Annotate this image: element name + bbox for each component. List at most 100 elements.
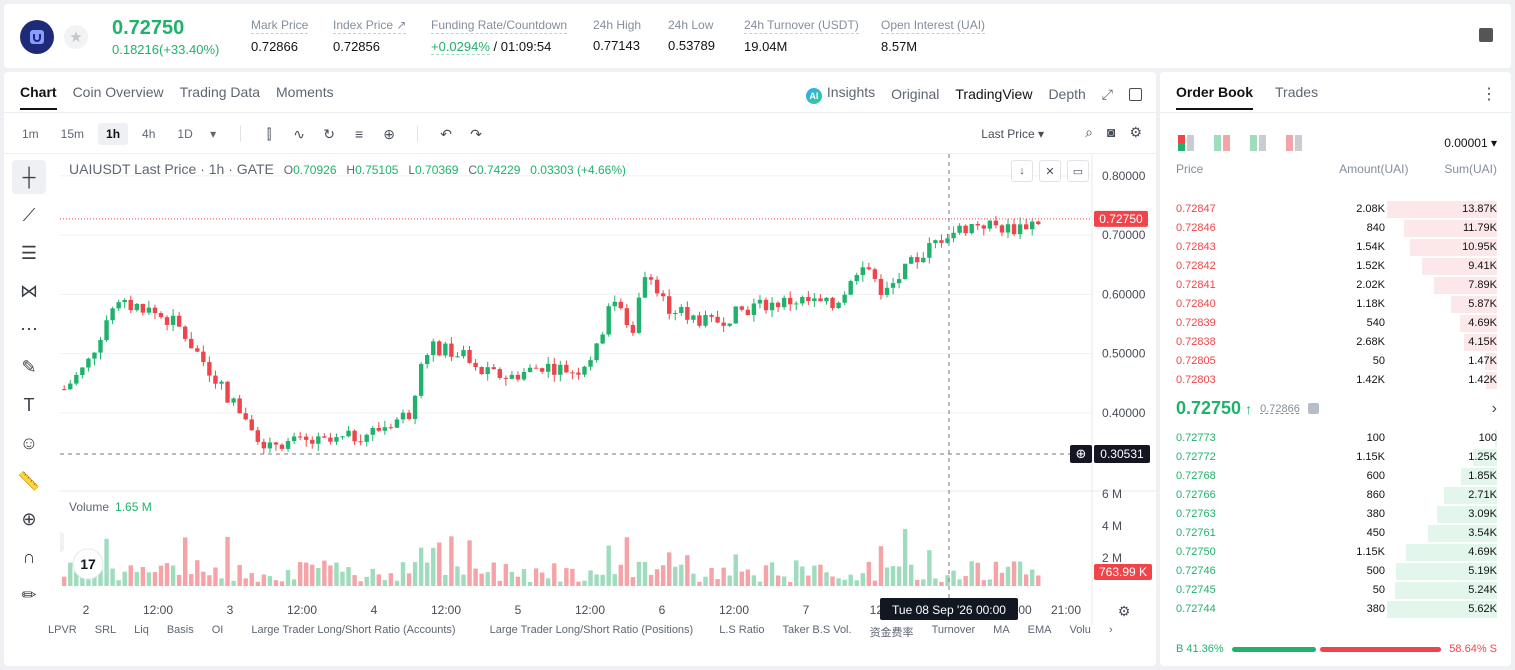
price-source-select[interactable]: Last Price ▾ (981, 127, 1044, 141)
volume-bar (128, 565, 133, 586)
view-depth[interactable]: Depth (1048, 86, 1086, 102)
bid-row[interactable]: 0.72768 600 1.85K (1176, 467, 1497, 486)
ruler-icon[interactable]: 📏 (17, 470, 41, 491)
collapse-icon[interactable]: ✕ (1039, 160, 1061, 182)
ask-row[interactable]: 0.72841 2.02K 7.89K (1176, 276, 1497, 295)
bid-row[interactable]: 0.72766 860 2.71K (1176, 486, 1497, 505)
indicator-item[interactable]: Large Trader Long/Short Ratio (Accounts) (251, 624, 456, 636)
ask-row[interactable]: 0.72840 1.18K 5.87K (1176, 295, 1497, 314)
indicator-item[interactable]: Liq (134, 624, 149, 636)
interval-1d[interactable]: 1D ▾ (169, 123, 224, 145)
undo-icon[interactable]: ↶ (440, 125, 452, 142)
arrow-down-icon[interactable]: ↓ (1011, 160, 1033, 182)
insights-button[interactable]: AI Insights (805, 84, 875, 104)
gear-icon[interactable]: ⚙ (1129, 124, 1142, 140)
templates-icon[interactable]: ≡ (355, 126, 364, 142)
indicators-icon[interactable]: ∿ (293, 125, 305, 142)
mode-bids-icon[interactable] (1250, 135, 1266, 151)
horizontal-lines-icon[interactable]: ☰ (20, 242, 38, 263)
zoom-in-icon[interactable]: ⊕ (21, 508, 37, 529)
emoji-icon[interactable]: ☺ (19, 432, 39, 453)
ask-row[interactable]: 0.72803 1.42K 1.42K (1176, 371, 1497, 390)
interval-15m[interactable]: 15m (60, 127, 85, 141)
interval-4h[interactable]: 4h (142, 127, 156, 141)
search-icon[interactable]: ⌕ (1085, 124, 1093, 140)
mode-both-icon[interactable] (1178, 135, 1194, 151)
add-alert-icon[interactable]: ⊕ (383, 125, 395, 142)
interval-1m[interactable]: 1m (22, 127, 39, 141)
ask-row[interactable]: 0.72838 2.68K 4.15K (1176, 333, 1497, 352)
ask-row[interactable]: 0.72843 1.54K 10.95K (1176, 238, 1497, 257)
fib-icon[interactable]: ⋯ (20, 318, 38, 339)
replay-icon[interactable]: ↻ (323, 125, 335, 142)
bid-row[interactable]: 0.72744 380 5.62K (1176, 600, 1497, 619)
view-original[interactable]: Original (891, 86, 940, 102)
indicator-item[interactable]: Basis (166, 624, 194, 636)
brush-icon[interactable]: ✎ (21, 356, 37, 377)
bid-row[interactable]: 0.72750 1.15K 4.69K (1176, 543, 1497, 562)
book-icon[interactable] (1479, 28, 1493, 42)
indicator-item[interactable]: SRL (94, 624, 117, 636)
view-tradingview[interactable]: TradingView (955, 86, 1033, 102)
tab-coin-overview[interactable]: Coin Overview (72, 84, 164, 100)
fullscreen-icon[interactable]: ▭ (1067, 160, 1089, 182)
legend-open: 0.70926 (293, 163, 337, 177)
indicator-item[interactable]: OI (211, 624, 224, 636)
ask-row[interactable]: 0.72839 540 4.69K (1176, 314, 1497, 333)
chart-area[interactable]: 0.80000 0.70000 0.60000 0.50000 0.40000 6 M 4 … (54, 154, 1156, 666)
bid-row[interactable]: 0.72773 100 100 (1176, 429, 1497, 448)
crosshair-icon[interactable]: ┼ (12, 160, 46, 194)
pattern-icon[interactable]: ⋈ (20, 280, 38, 301)
ask-row[interactable]: 0.72805 50 1.47K (1176, 352, 1497, 371)
trendline-icon[interactable]: ⟋ (22, 204, 36, 225)
bid-row[interactable]: 0.72745 50 5.24K (1176, 581, 1497, 600)
bid-row[interactable]: 0.72746 500 5.19K (1176, 562, 1497, 581)
indicator-item[interactable]: Volu (1069, 624, 1091, 636)
ask-row[interactable]: 0.72842 1.52K 9.41K (1176, 257, 1497, 276)
tab-trading-data[interactable]: Trading Data (179, 84, 261, 100)
candlestick-chart[interactable]: 0.80000 0.70000 0.60000 0.50000 0.40000 6 M 4 … (54, 154, 1156, 624)
indicator-item[interactable]: L.S Ratio (719, 624, 765, 636)
more-options-icon[interactable]: ⋮ (1481, 86, 1497, 103)
window-icon[interactable] (1129, 87, 1142, 101)
text-icon[interactable]: T (23, 394, 35, 415)
stat-label[interactable]: Index Price ↗ (333, 18, 407, 34)
chevron-right-icon[interactable]: › (1491, 399, 1497, 417)
tab-moments[interactable]: Moments (276, 84, 334, 100)
mode-asks-bids-icon[interactable] (1214, 135, 1230, 151)
indicator-item[interactable]: Turnover (931, 624, 976, 636)
mid-price-row[interactable]: 0.72750 ↑ 0.72866 › (1176, 398, 1497, 419)
indicator-item[interactable]: MA (993, 624, 1010, 636)
candle-body (848, 281, 853, 295)
candle-type-icon[interactable]: ⫿ (266, 125, 272, 142)
candle-body (763, 299, 769, 311)
tick-size-select[interactable]: 0.00001 ▾ (1444, 136, 1497, 150)
indicator-item[interactable]: 资金费率 (869, 627, 914, 639)
bid-row[interactable]: 0.72772 1.15K 1.25K (1176, 448, 1497, 467)
chevron-right-icon[interactable]: › (1108, 624, 1113, 636)
tab-trades[interactable]: Trades (1275, 84, 1319, 100)
indicator-item[interactable]: Large Trader Long/Short Ratio (Positions… (489, 624, 694, 636)
indicator-item[interactable]: Taker B.S Vol. (782, 624, 852, 636)
redo-icon[interactable]: ↷ (470, 125, 482, 142)
divider (240, 126, 242, 142)
tab-chart[interactable]: Chart (20, 84, 57, 110)
magnet-icon[interactable]: ∩ (22, 546, 36, 567)
funding-rate-value[interactable]: +0.0294% (431, 39, 490, 55)
bid-row[interactable]: 0.72761 450 3.54K (1176, 524, 1497, 543)
mode-asks-icon[interactable] (1286, 135, 1302, 151)
expand-icon[interactable]: ⤢ (1101, 85, 1113, 102)
interval-1h[interactable]: 1h (98, 123, 129, 145)
candle-body (673, 313, 678, 315)
pencil-lock-icon[interactable]: ✏ (21, 584, 37, 605)
indicator-item[interactable]: LPVR (48, 624, 77, 636)
bid-row[interactable]: 0.72763 380 3.09K (1176, 505, 1497, 524)
ask-row[interactable]: 0.72846 840 11.79K (1176, 219, 1497, 238)
ask-row[interactable]: 0.72847 2.08K 13.87K (1176, 200, 1497, 219)
tab-order-book[interactable]: Order Book (1176, 84, 1254, 110)
candle-body (721, 322, 726, 326)
stat-index-price[interactable]: Index Price ↗ 0.72856 (333, 18, 407, 54)
favorite-star-icon[interactable]: ★ (64, 25, 88, 49)
indicator-item[interactable]: EMA (1027, 624, 1052, 636)
camera-icon[interactable]: ◙ (1106, 124, 1116, 140)
